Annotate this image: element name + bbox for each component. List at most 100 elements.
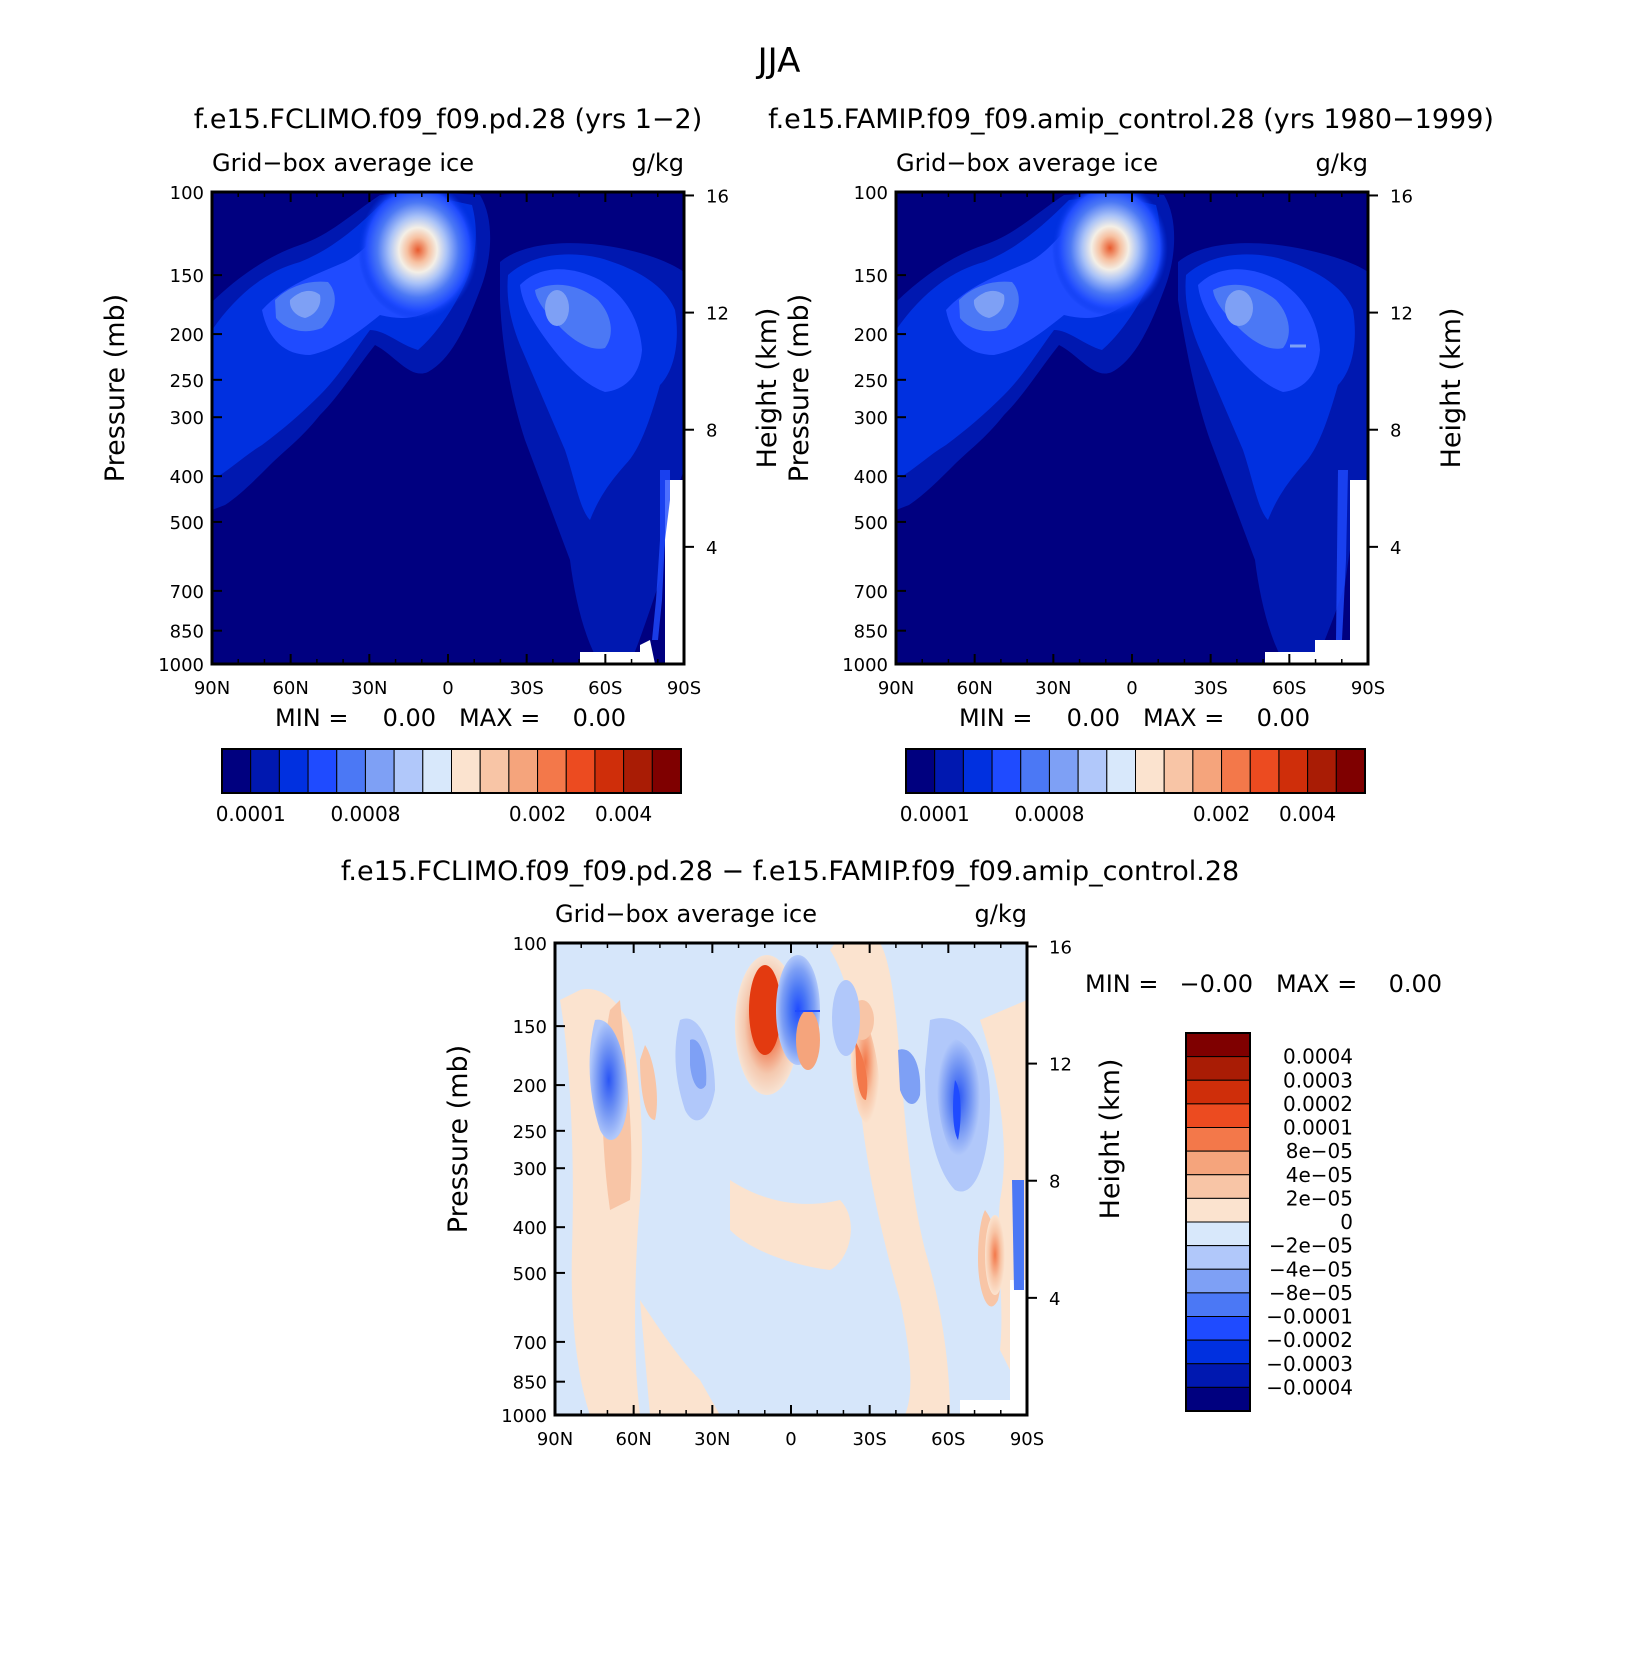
colorbar-swatch — [651, 748, 682, 794]
panel-a-min-label: MIN = — [275, 704, 348, 732]
y-tick-label: 200 — [513, 1076, 547, 1097]
panel-a-units: g/kg — [632, 149, 684, 177]
colorbar-label: 0.0002 — [1283, 1092, 1353, 1116]
colorbar-swatch — [1135, 748, 1165, 794]
colorbar-label: 0.002 — [1193, 802, 1250, 826]
colorbar-swatch — [336, 748, 366, 794]
panel-diff-title: f.e15.FCLIMO.f09_f09.pd.28 − f.e15.FAMIP… — [341, 856, 1239, 887]
x-tick-label: 30S — [509, 678, 543, 699]
colorbar-label: 8e−05 — [1286, 1139, 1353, 1163]
colorbar-frame — [221, 748, 682, 794]
colorbar-label: −8e−05 — [1269, 1281, 1353, 1305]
colorbar-label: −0.0001 — [1266, 1305, 1353, 1329]
x-tick-label: 0 — [442, 678, 453, 699]
height-tick-label: 16 — [1049, 937, 1072, 958]
x-tick-label: 30S — [852, 1429, 886, 1450]
colorbar-label: 0.0008 — [330, 802, 400, 826]
x-tick-label: 90S — [1010, 1429, 1044, 1450]
colorbar-swatch — [1185, 1056, 1251, 1081]
colorbar-label: 0.0008 — [1014, 802, 1084, 826]
panel-b-min-value: 0.00 — [1067, 704, 1120, 732]
panel-diff-left-string: Grid−box average ice — [555, 900, 817, 928]
colorbar-swatch — [1185, 1316, 1251, 1341]
colorbar-swatch — [1185, 1150, 1251, 1176]
panel-a-field — [212, 192, 684, 664]
colorbar-label: −4e−05 — [1269, 1257, 1353, 1281]
y2-axis-label: Height (km) — [752, 308, 783, 469]
colorbar-swatch — [1185, 1127, 1251, 1152]
height-tick-label: 4 — [706, 538, 717, 559]
y-tick-label: 200 — [170, 325, 204, 346]
colorbar-label: 0.0001 — [216, 802, 286, 826]
colorbar-swatch — [1185, 1174, 1251, 1199]
colorbar-swatch — [364, 748, 395, 794]
y-tick-label: 250 — [513, 1122, 547, 1143]
y-tick-label: 850 — [513, 1373, 547, 1394]
colorbar-label: 0.0001 — [1283, 1116, 1353, 1140]
colorbar-swatch — [1335, 748, 1366, 794]
panel-diff-colorbar: 0.00040.00030.00020.00018e−054e−052e−050… — [1185, 1032, 1353, 1412]
colorbar-frame — [1185, 1032, 1251, 1412]
y-tick-label: 850 — [170, 622, 204, 643]
panel-b-max-label: MAX = — [1143, 704, 1224, 732]
y-tick-label: 700 — [513, 1333, 547, 1354]
colorbar-swatch — [1185, 1339, 1251, 1365]
y-tick-label: 250 — [854, 371, 888, 392]
panel-diff: f.e15.FCLIMO.f09_f09.pd.28 − f.e15.FAMIP… — [341, 856, 1442, 1450]
y-tick-label: 400 — [170, 467, 204, 488]
y-tick-label: 1000 — [158, 655, 204, 676]
colorbar-swatch — [594, 748, 625, 794]
colorbar-frame — [905, 748, 1366, 794]
x-tick-label: 60N — [272, 678, 308, 699]
height-tick-label: 16 — [1390, 186, 1413, 207]
height-tick-label: 8 — [706, 421, 717, 442]
panel-a: f.e15.FCLIMO.f09_f09.pd.28 (yrs 1−2) Gri… — [100, 104, 783, 826]
y-axis-label: Pressure (mb) — [784, 294, 815, 482]
panel-a-colorbar: 0.0001 0.0008 0.002 0.004 — [216, 748, 682, 826]
y-tick-label: 400 — [513, 1218, 547, 1239]
height-tick-label: 16 — [706, 186, 729, 207]
height-tick-label: 4 — [1390, 538, 1401, 559]
colorbar-swatch — [1221, 748, 1251, 794]
panel-b-max-value: 0.00 — [1257, 704, 1310, 732]
colorbar-swatch — [1185, 1363, 1251, 1388]
height-tick-label: 4 — [1049, 1289, 1060, 1310]
colorbar-swatch — [479, 748, 510, 794]
colorbar-swatch — [623, 748, 653, 794]
y-axis-label: Pressure (mb) — [100, 294, 131, 482]
colorbar-swatch — [451, 748, 481, 794]
panel-diff-field — [555, 943, 1027, 1415]
x-tick-label: 60S — [931, 1429, 965, 1450]
panel-b: f.e15.FAMIP.f09_f09.amip_control.28 (yrs… — [768, 104, 1494, 826]
colorbar-label: −0.0003 — [1266, 1352, 1353, 1376]
x-tick-label: 60N — [615, 1429, 651, 1450]
panel-b-title: f.e15.FAMIP.f09_f09.amip_control.28 (yrs… — [768, 104, 1494, 135]
y-tick-label: 700 — [854, 582, 888, 603]
x-tick-label: 0 — [1126, 678, 1137, 699]
x-tick-label: 90S — [667, 678, 701, 699]
x-tick-label: 60S — [588, 678, 622, 699]
colorbar-label: 4e−05 — [1286, 1163, 1353, 1187]
y-tick-label: 500 — [513, 1264, 547, 1285]
colorbar-swatch — [422, 748, 452, 794]
panel-b-min-label: MIN = — [959, 704, 1032, 732]
panel-a-max-label: MAX = — [459, 704, 540, 732]
colorbar-swatch — [537, 748, 567, 794]
height-tick-label: 8 — [1390, 421, 1401, 442]
colorbar-label: 0.0004 — [1283, 1045, 1353, 1069]
panel-diff-units: g/kg — [975, 900, 1027, 928]
colorbar-swatch — [393, 748, 424, 794]
panel-a-axes: 90N 60N 30N 0 30S 60S 90S 100 150 200 250 300 400 500… — [100, 183, 783, 699]
colorbar-swatch — [1185, 1032, 1251, 1058]
y2-axis-label: Height (km) — [1095, 1059, 1126, 1220]
height-tick-label: 8 — [1049, 1172, 1060, 1193]
x-tick-label: 90N — [194, 678, 230, 699]
colorbar-swatch — [1077, 748, 1108, 794]
panel-a-min-value: 0.00 — [383, 704, 436, 732]
colorbar-label: −0.0004 — [1266, 1375, 1353, 1399]
x-tick-label: 60N — [956, 678, 992, 699]
y-tick-label: 1000 — [842, 655, 888, 676]
panel-diff-axes: 90N 60N 30N 0 30S 60S 90S 100 150 200 250 300 400 500… — [443, 934, 1126, 1450]
colorbar-swatch — [1249, 748, 1280, 794]
